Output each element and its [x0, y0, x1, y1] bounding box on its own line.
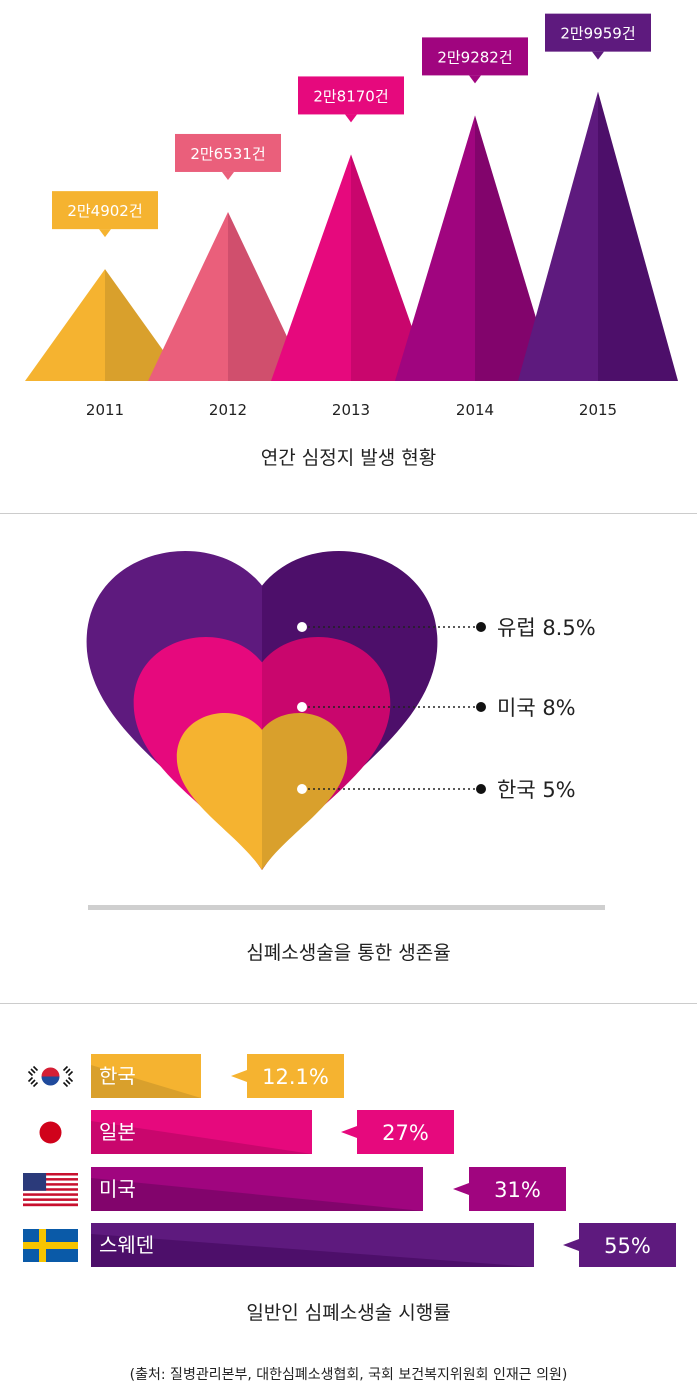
- year-tick-2011: 2011: [86, 401, 124, 419]
- leader-end-dot-미국: [476, 702, 486, 712]
- heart-한국: [176, 713, 262, 870]
- rate-callout-스웨덴: [579, 1223, 676, 1267]
- value-text-2013: 2만8170건: [313, 87, 388, 105]
- value-label-2011: 2만4902건: [52, 191, 158, 238]
- divider-2: [0, 1003, 697, 1004]
- triangle-shade-2014: [475, 115, 555, 382]
- leader-end-dot-유럽: [476, 622, 486, 632]
- value-text-2014: 2만9282건: [437, 48, 512, 66]
- chart3-title: 일반인 심폐소생술 시행률: [246, 1302, 451, 1324]
- triangle-shade-2011: [105, 269, 185, 381]
- rate-callout-미국: [469, 1167, 566, 1211]
- bar-shade-미국: [91, 1178, 423, 1211]
- value-label-2012: 2만6531건: [175, 133, 281, 180]
- rate-value-스웨덴: 55%: [604, 1234, 651, 1258]
- sweden-flag-icon: [23, 1229, 78, 1262]
- year-tick-2014: 2014: [456, 401, 494, 419]
- triangle-2015: [518, 91, 598, 381]
- year-tick-2013: 2013: [332, 401, 370, 419]
- usa-flag-icon: [23, 1173, 78, 1207]
- leader-start-dot-미국: [297, 702, 307, 712]
- triangle-2014: [395, 115, 475, 382]
- triangle-shade-2013: [351, 154, 431, 381]
- survival-label-유럽: 유럽 8.5%: [497, 616, 596, 640]
- leader-start-dot-한국: [297, 784, 307, 794]
- annual-cardiac-arrest-chart: 2만4902건 2011 2만6531건 2012 2만8170건 2013 2만9282건…: [25, 13, 678, 419]
- rate-callout-pointer-한국: [231, 1070, 247, 1082]
- value-text-2011: 2만4902건: [67, 202, 142, 220]
- rate-callout-pointer-미국: [453, 1183, 469, 1195]
- divider-1: [0, 513, 697, 514]
- country-label-한국: 한국: [99, 1064, 136, 1088]
- triangle-2013: [271, 154, 351, 381]
- bar-shade-일본: [91, 1121, 312, 1154]
- cpr-rate-chart: 한국 12.1% 일본 27% 미국 31% 스웨덴 55%: [23, 1054, 676, 1267]
- japan-flag-icon: [23, 1116, 78, 1149]
- value-text-2012: 2만6531건: [190, 145, 265, 163]
- bar-shade-한국: [91, 1065, 201, 1098]
- heart-base-bar: [88, 905, 605, 910]
- bar-shade-스웨덴: [91, 1234, 534, 1267]
- rate-value-미국: 31%: [494, 1178, 541, 1202]
- triangle-shade-2015: [598, 91, 678, 381]
- survival-rate-chart: 유럽 8.5% 미국 8% 한국 5%: [86, 550, 596, 870]
- leader-start-dot-유럽: [297, 622, 307, 632]
- rate-value-일본: 27%: [382, 1121, 429, 1145]
- year-tick-2012: 2012: [209, 401, 247, 419]
- triangle-2012: [148, 211, 228, 381]
- value-text-2015: 2만9959건: [560, 25, 635, 43]
- survival-label-미국: 미국 8%: [497, 696, 576, 720]
- chart2-title: 심폐소생술을 통한 생존율: [246, 942, 451, 964]
- rate-callout-한국: [247, 1054, 344, 1098]
- korea-flag-icon: [23, 1060, 78, 1093]
- country-label-미국: 미국: [99, 1177, 136, 1201]
- value-label-2014: 2만9282건: [422, 37, 528, 84]
- rate-callout-pointer-스웨덴: [563, 1239, 579, 1251]
- leader-end-dot-한국: [476, 784, 486, 794]
- rate-callout-pointer-일본: [341, 1126, 357, 1138]
- country-label-일본: 일본: [99, 1120, 136, 1144]
- country-label-스웨덴: 스웨덴: [99, 1233, 154, 1257]
- survival-label-한국: 한국 5%: [497, 778, 576, 802]
- rate-callout-일본: [357, 1110, 454, 1154]
- source-note: (출처: 질병관리본부, 대한심폐소생협회, 국회 보건복지위원회 인재근 의원…: [129, 1367, 568, 1383]
- chart1-title: 연간 심정지 발생 현황: [260, 447, 437, 469]
- year-tick-2015: 2015: [579, 401, 617, 419]
- rate-value-한국: 12.1%: [262, 1065, 329, 1089]
- triangle-2011: [25, 269, 105, 381]
- value-label-2013: 2만8170건: [298, 76, 404, 123]
- value-label-2015: 2만9959건: [545, 13, 651, 60]
